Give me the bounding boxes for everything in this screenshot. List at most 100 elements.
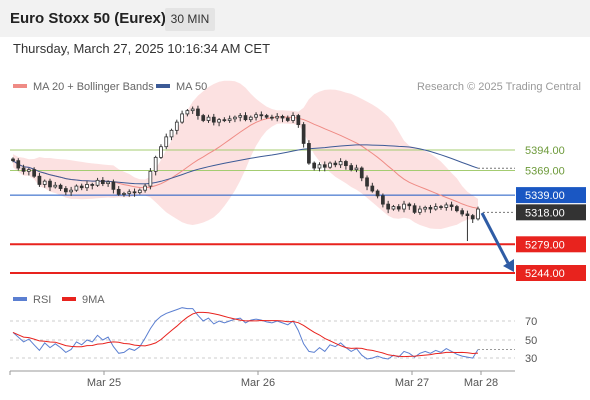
ma20-legend-label: MA 20 + Bollinger Bands [33,81,154,93]
candle-body [428,206,433,210]
resistance-label-5394.00: 5394.00 [525,145,565,157]
candle-body [359,167,364,179]
x-label-Mar-28: Mar 28 [464,377,498,389]
x-label-Mar-26: Mar 26 [241,377,275,389]
candle-body [402,203,406,210]
candle-body [285,117,290,121]
candle-body [391,206,396,210]
timeframe-badge[interactable]: 30 MIN [165,8,215,31]
projection-arrow [480,212,510,264]
candle-body [26,169,31,172]
candle-body [248,116,253,121]
candle-body [32,169,36,177]
pivot-label-bg-5339.00 [516,187,586,204]
candle-body [418,208,422,213]
candle-body [407,203,412,207]
ma50-line [12,144,479,185]
candle-body [132,191,137,194]
candle-body [74,185,79,191]
candle-body [58,184,63,189]
candle-body [338,161,343,166]
candle-body [460,210,465,215]
candle-body [63,188,68,193]
research-credit: Research © 2025 Trading Central [417,81,581,93]
candle-body [185,110,190,115]
support-label-5279.00: 5279.00 [525,239,565,251]
candle-body [296,115,301,125]
candle-body [233,116,237,120]
candle-body [349,165,354,171]
candle-body [137,189,142,194]
candle-body [222,119,227,122]
price-levels [10,149,515,274]
candle-body [174,121,179,131]
candle-body [322,164,327,168]
candle-body [365,177,369,187]
candle-body [69,189,73,193]
rsi-ma-legend-label: 9MA [82,294,105,306]
candle-body [169,129,174,138]
rsi-panel: 70 50 30 [10,307,537,365]
rsi-level-label-70: 70 [525,316,537,328]
x-axis-labels: Mar 25 Mar 26 Mar 27 Mar 28 [9,371,498,389]
candle-body [111,181,116,190]
candle-body [95,179,100,186]
candle-body [455,206,459,212]
candle-body [106,181,110,185]
candle-body [48,180,52,188]
resistance-label-5369.00: 5369.00 [525,166,565,178]
candle-body [301,124,306,144]
projection-arrow-head [503,259,514,272]
candle-body [16,160,21,169]
candle-body [259,114,264,117]
candlesticks [11,105,480,242]
candle-body [42,180,47,185]
candle-body [243,115,248,121]
rsi-level-label-50: 50 [525,335,537,347]
pivot-label-5339.00: 5339.00 [525,190,565,202]
candle-body [164,136,169,148]
candle-body [476,208,480,220]
candle-body [206,116,211,121]
support-label-5244.00: 5244.00 [525,268,565,280]
candle-body [412,205,417,213]
candle-body [275,115,280,119]
support-label-bg-5279.00 [516,236,586,253]
candle-body [122,193,126,195]
candle-body [449,204,454,207]
last-label-bg-5318.00 [516,204,586,221]
candle-body [79,185,84,189]
candle-body [270,116,274,119]
candle-body [196,108,200,116]
candle-body [312,162,317,169]
candle-body [381,195,385,205]
moving-averages [12,116,515,209]
candle-body [354,167,359,171]
candle-body [143,185,147,191]
rsi-line [12,307,479,360]
candle-body [127,191,132,194]
candle-body [37,175,42,185]
candle-body [470,215,475,220]
ma50-legend-swatch [156,84,170,88]
candle-body [100,179,105,185]
report-datetime: Thursday, March 27, 2025 10:16:34 AM CET [13,41,271,56]
candle-body [190,108,195,112]
candle-body [116,188,121,195]
chart-header: Euro Stoxx 50 (Eurex) 30 MIN [0,0,590,37]
last-label-5318.00: 5318.00 [525,207,565,219]
candle-body [11,158,15,162]
rsi-level-label-30: 30 [525,353,537,365]
candle-body [465,213,470,217]
candle-body [90,184,95,186]
rsi-ma-legend-swatch [62,297,76,301]
candle-body [344,161,348,166]
candle-body [227,118,232,121]
candle-body [159,146,163,158]
ma50-legend-label: MA 50 [176,81,207,93]
candle-body [254,114,258,118]
candle-body [423,206,428,210]
rsi-ma-line [12,311,479,358]
candle-body [433,206,438,210]
